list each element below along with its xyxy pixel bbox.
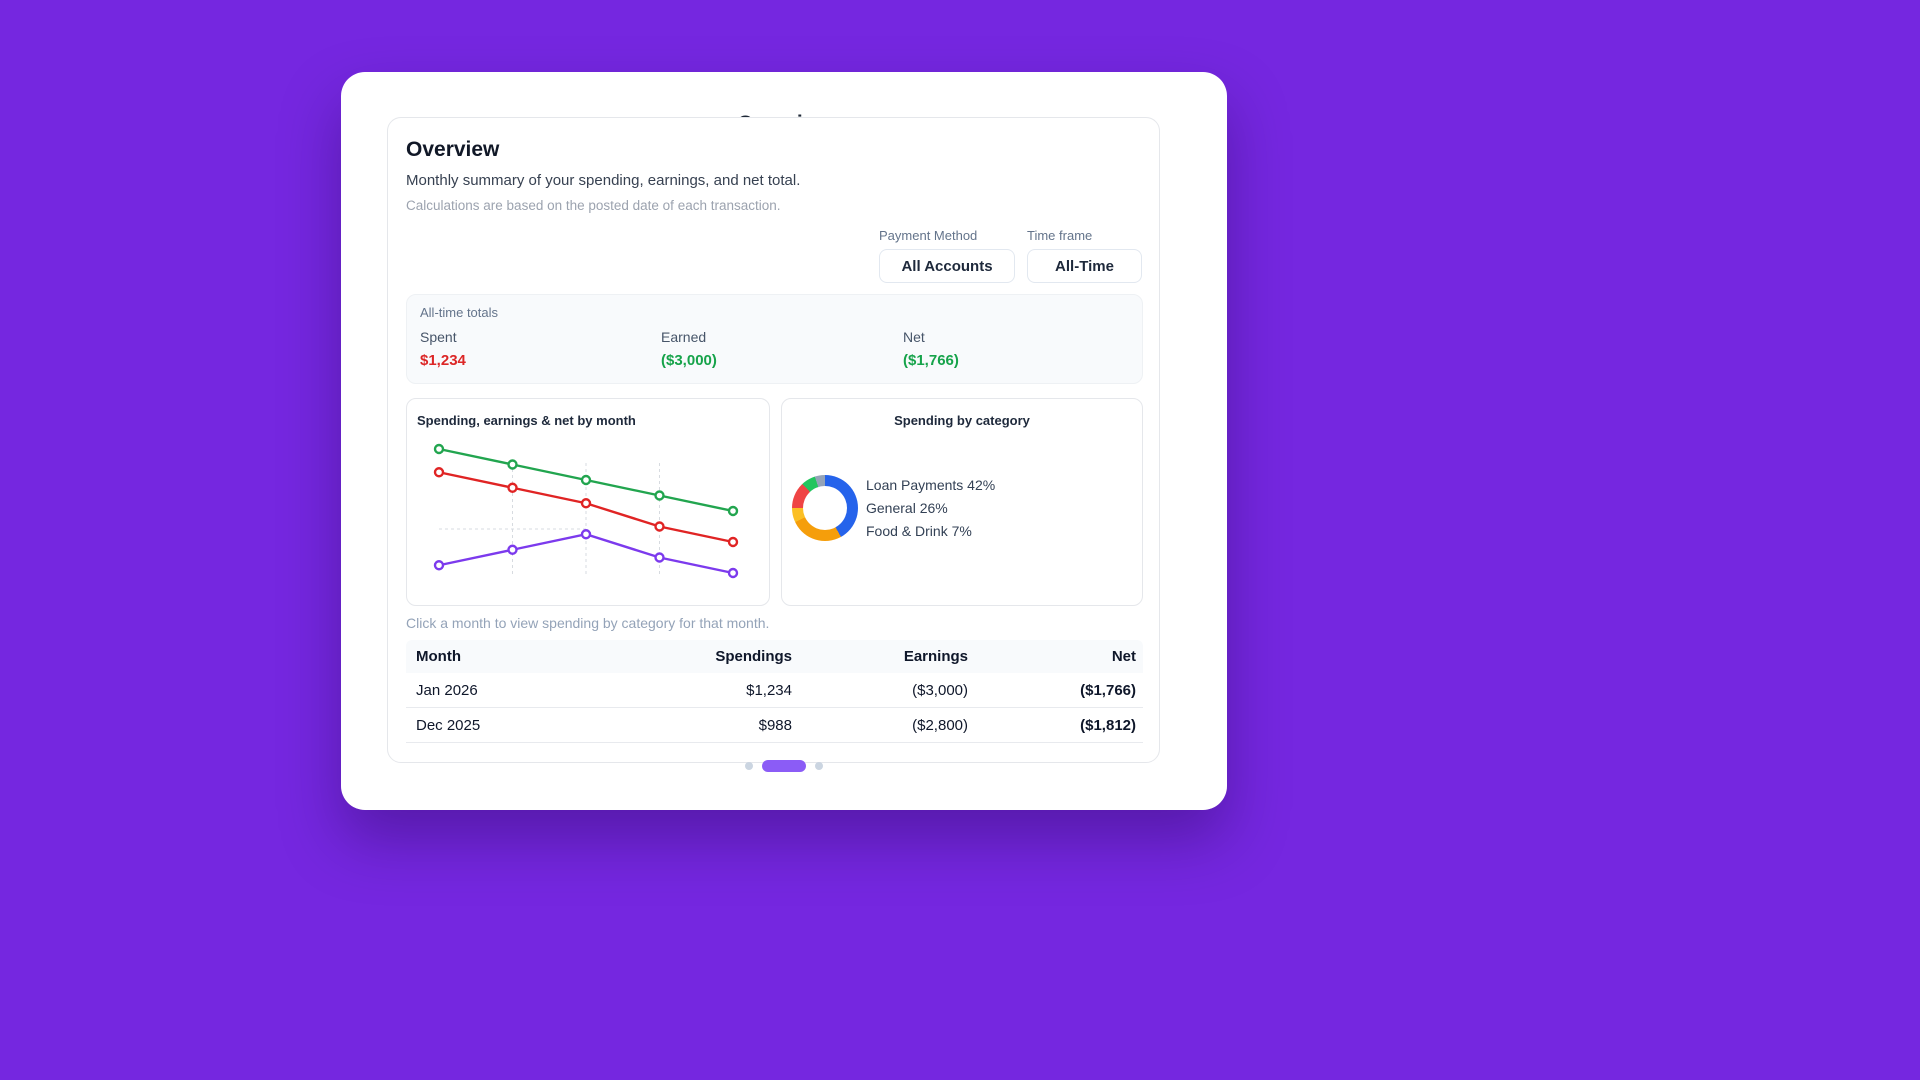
payment-method-label: Payment Method	[879, 228, 978, 243]
total-earned-label: Earned	[661, 329, 707, 345]
all-time-totals-panel: All-time totals Spent $1,234 Earned ($3,…	[406, 294, 1143, 384]
pagination	[341, 760, 1227, 772]
time-frame-filter: Time frame All-Time	[1027, 228, 1142, 283]
overview-panel: Overview Monthly summary of your spendin…	[387, 117, 1160, 763]
totals-title: All-time totals	[420, 305, 499, 320]
monthly-table: Month Spendings Earnings Net Jan 2026 $1…	[406, 640, 1143, 743]
row-month[interactable]: Dec 2025	[416, 716, 481, 734]
table-caption: Click a month to view spending by catego…	[406, 615, 770, 631]
row-earnings: ($2,800)	[912, 716, 968, 734]
filters: Payment Method All Accounts Time frame A…	[879, 228, 1142, 283]
total-net-value: ($1,766)	[903, 352, 959, 369]
legend-item: Food & Drink 7%	[866, 523, 972, 539]
page-dot-next[interactable]	[815, 762, 823, 770]
donut-legend: Loan Payments 42% General 26% Food & Dri…	[866, 477, 995, 539]
header-earnings: Earnings	[903, 648, 968, 665]
totals-grid: Spent $1,234 Earned ($3,000) Net ($1,766…	[420, 329, 1129, 369]
legend-item: General 26%	[866, 500, 948, 516]
row-spendings: $988	[758, 716, 792, 734]
row-month[interactable]: Jan 2026	[416, 681, 478, 699]
overview-card: Overview Overview Monthly summary of you…	[341, 72, 1227, 810]
page-dot-prev[interactable]	[745, 762, 753, 770]
total-spent-label: Spent	[420, 329, 457, 345]
time-frame-select[interactable]: All-Time	[1027, 249, 1142, 283]
page-subtitle: Monthly summary of your spending, earnin…	[406, 172, 801, 189]
category-chart-card: Spending by category Loan Payments 42% G…	[781, 398, 1143, 606]
page-indicator-active[interactable]	[762, 760, 806, 772]
total-spent-value: $1,234	[420, 352, 466, 369]
header-net: Net	[1111, 648, 1136, 665]
total-earned-value: ($3,000)	[661, 352, 717, 369]
line-chart[interactable]	[425, 439, 747, 589]
total-earned: Earned ($3,000)	[661, 329, 903, 369]
row-net: ($1,812)	[1080, 716, 1136, 734]
header-spendings: Spendings	[715, 648, 792, 665]
donut-wrap: Loan Payments 42% General 26% Food & Dri…	[792, 475, 995, 541]
total-spent: Spent $1,234	[420, 329, 661, 369]
table-row[interactable]: Dec 2025 $988 ($2,800) ($1,812)	[406, 708, 1143, 743]
payment-method-filter: Payment Method All Accounts	[879, 228, 1015, 283]
row-earnings: ($3,000)	[912, 681, 968, 699]
header-month: Month	[416, 648, 461, 665]
monthly-chart-card: Spending, earnings & net by month	[406, 398, 770, 606]
time-frame-label: Time frame	[1027, 228, 1093, 243]
total-net: Net ($1,766)	[903, 329, 1129, 369]
row-net: ($1,766)	[1080, 681, 1136, 699]
monthly-chart-title: Spending, earnings & net by month	[417, 413, 636, 428]
donut-hole	[803, 486, 847, 530]
row-spendings: $1,234	[746, 681, 792, 699]
table-header-row: Month Spendings Earnings Net	[406, 640, 1143, 673]
page-note: Calculations are based on the posted dat…	[406, 198, 781, 213]
table-row[interactable]: Jan 2026 $1,234 ($3,000) ($1,766)	[406, 673, 1143, 708]
legend-item: Loan Payments 42%	[866, 477, 996, 493]
category-chart-title: Spending by category	[894, 413, 1030, 428]
page-title: Overview	[406, 138, 500, 161]
donut-chart	[792, 475, 858, 541]
payment-method-select[interactable]: All Accounts	[879, 249, 1015, 283]
total-net-label: Net	[903, 329, 925, 345]
